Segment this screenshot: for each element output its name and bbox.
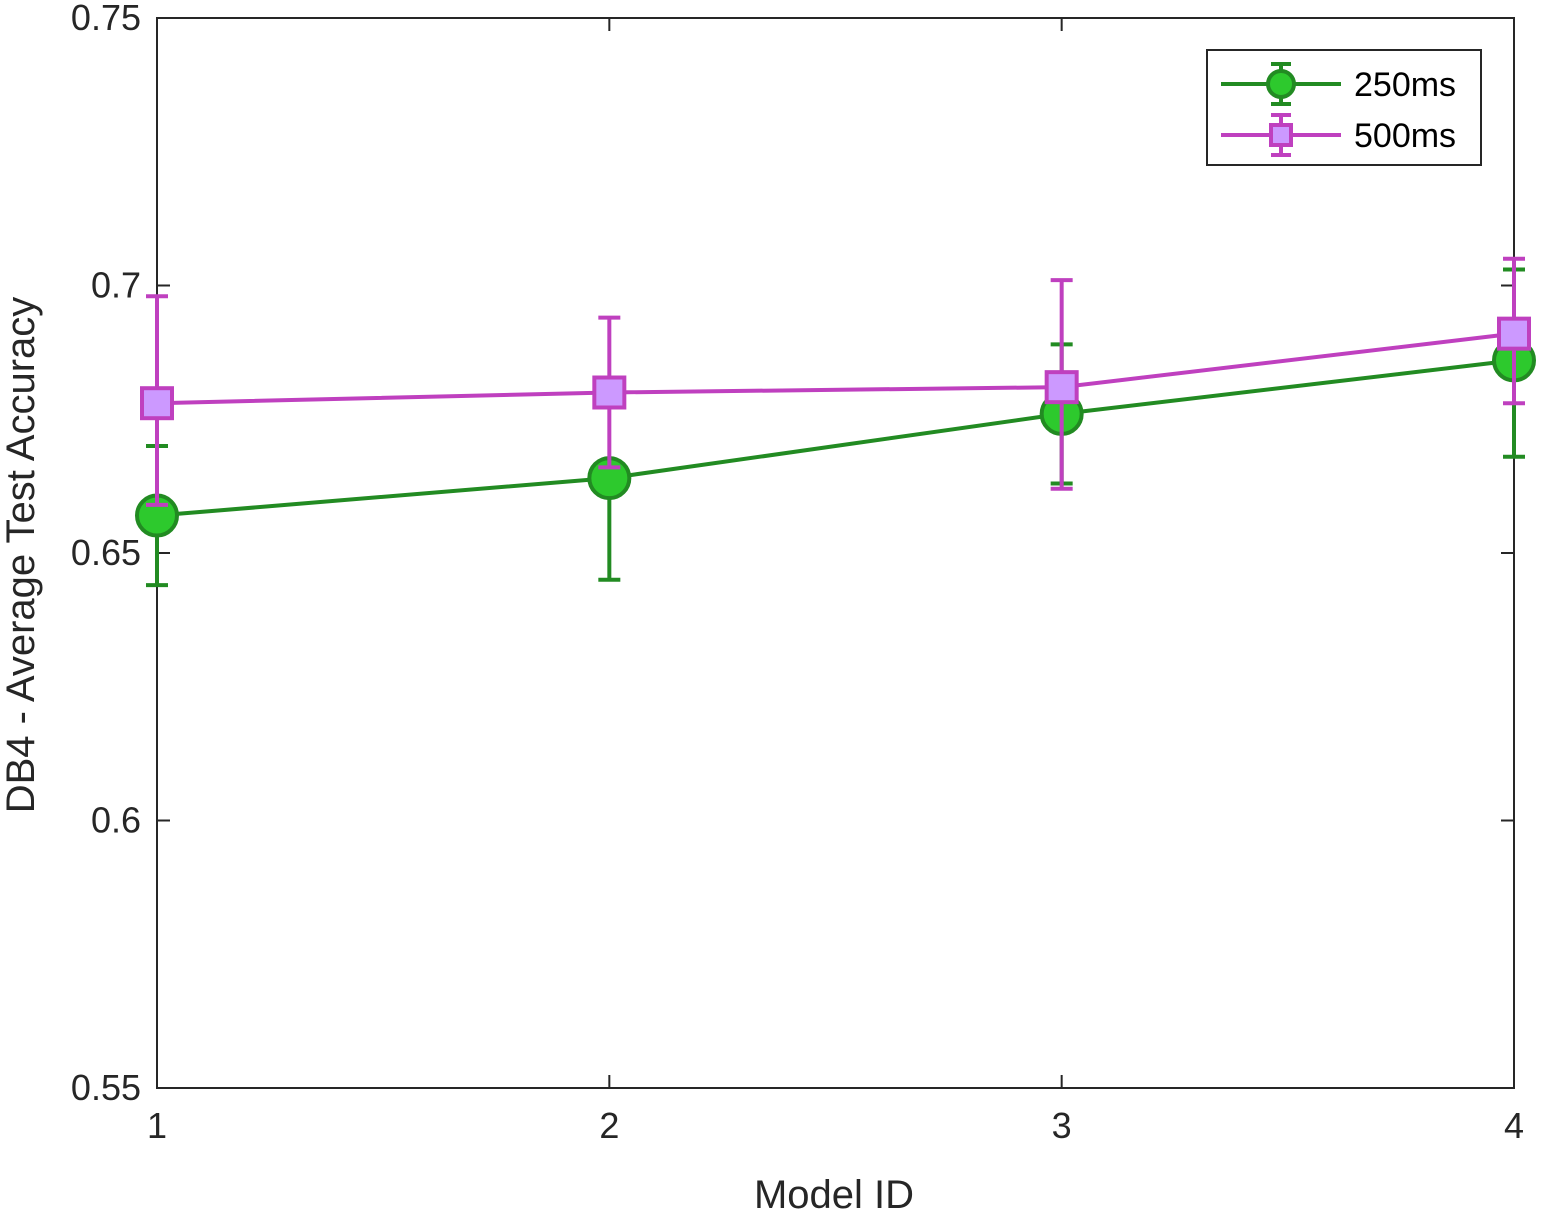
series-500ms <box>140 256 1531 507</box>
y-axis-title: DB4 - Average Test Accuracy <box>0 297 43 814</box>
y-tick-label: 0.55 <box>71 1067 141 1108</box>
x-tick-label: 1 <box>147 1105 167 1146</box>
y-tick-label: 0.75 <box>71 0 141 38</box>
data-point <box>140 386 174 421</box>
legend: 250ms 500ms <box>1206 49 1482 166</box>
plot-area: 1 2 3 4 0.55 0.6 0.65 0.7 0.75 <box>71 0 1536 1146</box>
series-line <box>156 331 1515 406</box>
legend-box <box>1206 49 1482 166</box>
x-axis-title: Model ID <box>754 1173 914 1213</box>
series-line <box>156 358 1515 518</box>
axes-box <box>156 17 1515 1089</box>
legend-marker <box>1269 123 1293 147</box>
x-tick-label: 2 <box>599 1105 619 1146</box>
data-point <box>1497 316 1531 351</box>
x-tick-label: 3 <box>1052 1105 1072 1146</box>
y-tick-label: 0.6 <box>91 800 141 841</box>
legend-label: 500ms <box>1354 117 1456 155</box>
y-tick-label: 0.7 <box>91 265 141 306</box>
data-point <box>1044 370 1079 405</box>
data-point <box>592 375 627 410</box>
legend-marker <box>1266 69 1296 99</box>
legend-label: 250ms <box>1354 66 1456 104</box>
y-tick-label: 0.65 <box>71 532 141 573</box>
x-tick-label: 4 <box>1504 1105 1524 1146</box>
series-250ms <box>135 267 1536 588</box>
